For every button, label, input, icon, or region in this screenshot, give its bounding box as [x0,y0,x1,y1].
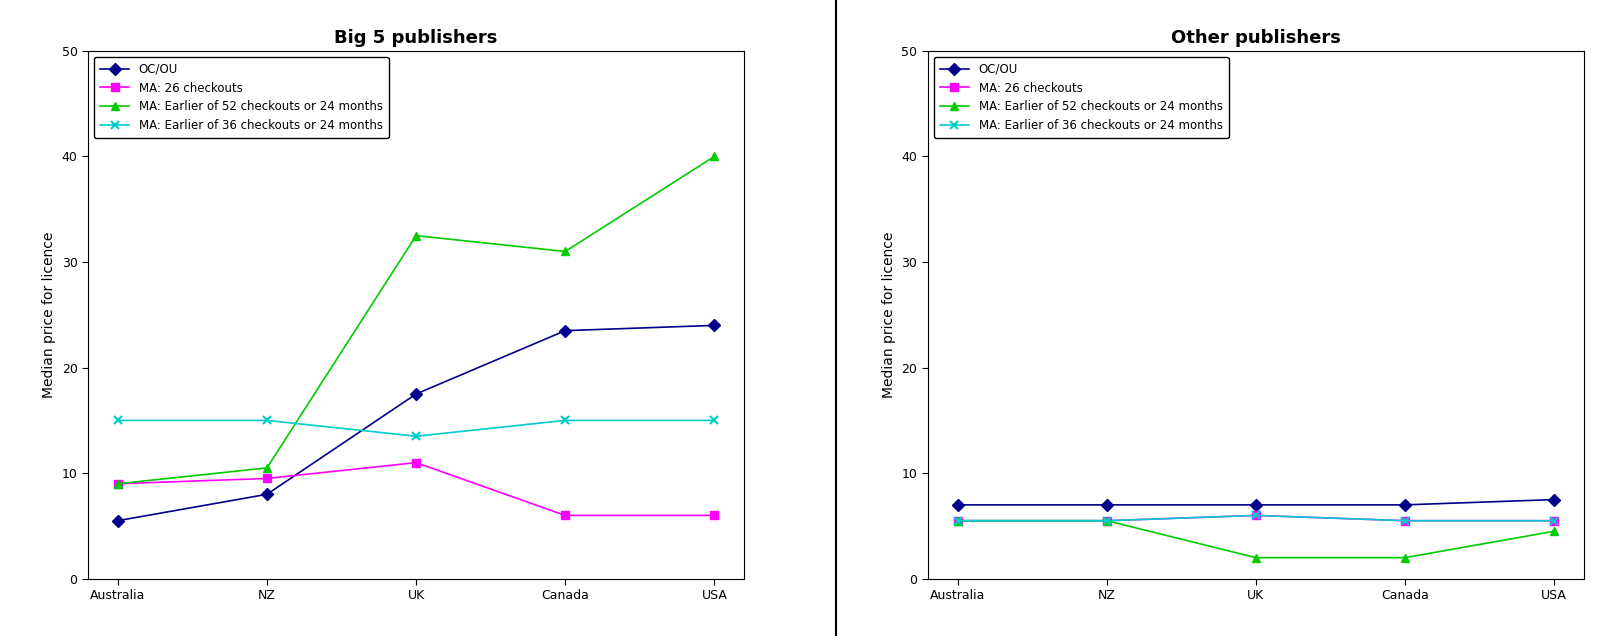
MA: 26 checkouts: (1, 5.5): 26 checkouts: (1, 5.5) [1098,517,1117,525]
Line: MA: Earlier of 36 checkouts or 24 months: MA: Earlier of 36 checkouts or 24 months [114,416,718,440]
Y-axis label: Median price for licence: Median price for licence [42,232,56,398]
Legend: OC/OU, MA: 26 checkouts, MA: Earlier of 52 checkouts or 24 months, MA: Earlier o: OC/OU, MA: 26 checkouts, MA: Earlier of … [94,57,389,138]
OC/OU [1544,496,1563,504]
Line: MA: Earlier of 52 checkouts or 24 months: MA: Earlier of 52 checkouts or 24 months [954,516,1558,562]
MA: Earlier of 52 checkouts or 24 months: (3, 31): Earlier of 52 checkouts or 24 months: (3… [555,247,574,255]
OC/OU [258,490,277,498]
OC/OU [109,517,128,525]
MA: 26 checkouts: (0, 5.5): 26 checkouts: (0, 5.5) [949,517,968,525]
MA: Earlier of 36 checkouts or 24 months: (4, 15): Earlier of 36 checkouts or 24 months: (4… [704,417,723,424]
Line: MA: Earlier of 36 checkouts or 24 months: MA: Earlier of 36 checkouts or 24 months [954,511,1558,525]
MA: Earlier of 52 checkouts or 24 months: (0, 9): Earlier of 52 checkouts or 24 months: (0… [109,480,128,488]
MA: Earlier of 52 checkouts or 24 months: (1, 10.5): Earlier of 52 checkouts or 24 months: (1… [258,464,277,472]
MA: Earlier of 36 checkouts or 24 months: (1, 15): Earlier of 36 checkouts or 24 months: (1… [258,417,277,424]
Line: MA: Earlier of 52 checkouts or 24 months: MA: Earlier of 52 checkouts or 24 months [114,152,718,488]
Y-axis label: Median price for licence: Median price for licence [882,232,896,398]
OC/OU [949,501,968,509]
Line: OC/OU: OC/OU [954,495,1558,509]
MA: Earlier of 52 checkouts or 24 months: (4, 4.5): Earlier of 52 checkouts or 24 months: (4… [1544,527,1563,535]
MA: Earlier of 36 checkouts or 24 months: (3, 15): Earlier of 36 checkouts or 24 months: (3… [555,417,574,424]
MA: 26 checkouts: (4, 6): 26 checkouts: (4, 6) [704,511,723,519]
MA: Earlier of 52 checkouts or 24 months: (2, 32.5): Earlier of 52 checkouts or 24 months: (2… [406,232,426,240]
MA: Earlier of 36 checkouts or 24 months: (3, 5.5): Earlier of 36 checkouts or 24 months: (3… [1395,517,1414,525]
MA: Earlier of 36 checkouts or 24 months: (0, 5.5): Earlier of 36 checkouts or 24 months: (0… [949,517,968,525]
Title: Other publishers: Other publishers [1171,29,1341,46]
OC/OU [555,327,574,335]
MA: 26 checkouts: (2, 6): 26 checkouts: (2, 6) [1246,511,1266,519]
OC/OU [1098,501,1117,509]
MA: Earlier of 52 checkouts or 24 months: (3, 2): Earlier of 52 checkouts or 24 months: (3… [1395,554,1414,562]
MA: 26 checkouts: (3, 5.5): 26 checkouts: (3, 5.5) [1395,517,1414,525]
MA: Earlier of 36 checkouts or 24 months: (2, 13.5): Earlier of 36 checkouts or 24 months: (2… [406,432,426,440]
OC/OU [406,390,426,398]
MA: Earlier of 52 checkouts or 24 months: (1, 5.5): Earlier of 52 checkouts or 24 months: (1… [1098,517,1117,525]
Title: Big 5 publishers: Big 5 publishers [334,29,498,46]
MA: Earlier of 36 checkouts or 24 months: (2, 6): Earlier of 36 checkouts or 24 months: (2… [1246,511,1266,519]
MA: Earlier of 52 checkouts or 24 months: (4, 40): Earlier of 52 checkouts or 24 months: (4… [704,153,723,160]
MA: 26 checkouts: (2, 11): 26 checkouts: (2, 11) [406,459,426,466]
Legend: OC/OU, MA: 26 checkouts, MA: Earlier of 52 checkouts or 24 months, MA: Earlier o: OC/OU, MA: 26 checkouts, MA: Earlier of … [934,57,1229,138]
Line: MA: 26 checkouts: MA: 26 checkouts [114,459,718,520]
MA: Earlier of 36 checkouts or 24 months: (4, 5.5): Earlier of 36 checkouts or 24 months: (4… [1544,517,1563,525]
Line: MA: 26 checkouts: MA: 26 checkouts [954,511,1558,525]
Line: OC/OU: OC/OU [114,321,718,525]
MA: Earlier of 52 checkouts or 24 months: (0, 5.5): Earlier of 52 checkouts or 24 months: (0… [949,517,968,525]
MA: Earlier of 52 checkouts or 24 months: (2, 2): Earlier of 52 checkouts or 24 months: (2… [1246,554,1266,562]
MA: 26 checkouts: (0, 9): 26 checkouts: (0, 9) [109,480,128,488]
OC/OU [1395,501,1414,509]
OC/OU [704,322,723,329]
MA: 26 checkouts: (3, 6): 26 checkouts: (3, 6) [555,511,574,519]
MA: 26 checkouts: (4, 5.5): 26 checkouts: (4, 5.5) [1544,517,1563,525]
MA: Earlier of 36 checkouts or 24 months: (0, 15): Earlier of 36 checkouts or 24 months: (0… [109,417,128,424]
MA: 26 checkouts: (1, 9.5): 26 checkouts: (1, 9.5) [258,474,277,482]
MA: Earlier of 36 checkouts or 24 months: (1, 5.5): Earlier of 36 checkouts or 24 months: (1… [1098,517,1117,525]
OC/OU [1246,501,1266,509]
